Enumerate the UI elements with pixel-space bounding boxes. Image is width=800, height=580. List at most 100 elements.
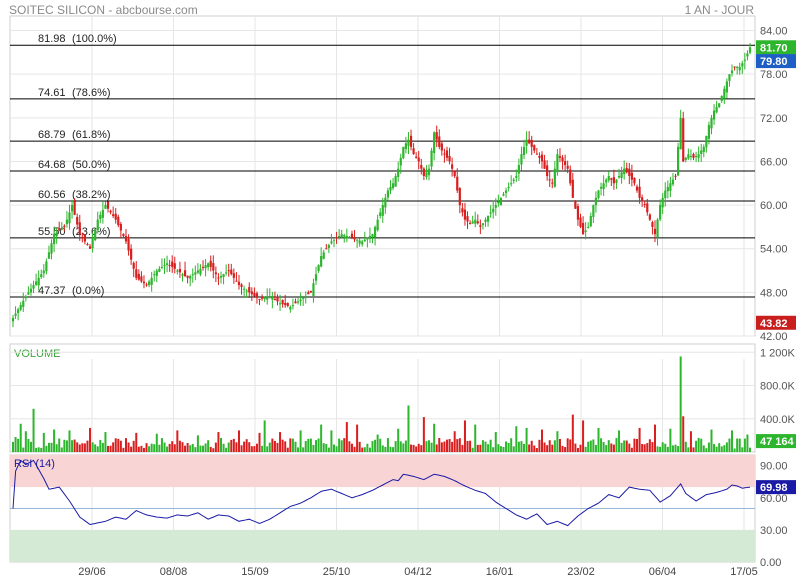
volume-bar bbox=[376, 434, 379, 452]
candle-body bbox=[720, 96, 723, 101]
candle-body bbox=[219, 276, 223, 278]
candle-body bbox=[548, 179, 551, 181]
volume-bar bbox=[363, 447, 366, 452]
volume-bar bbox=[718, 443, 721, 452]
volume-bar bbox=[540, 429, 543, 452]
volume-bar bbox=[335, 446, 338, 452]
candle-body bbox=[443, 153, 446, 155]
volume-bar bbox=[633, 438, 636, 452]
volume-bar bbox=[525, 427, 528, 452]
candle-body bbox=[47, 252, 51, 259]
candle-body bbox=[471, 221, 474, 224]
volume-bar bbox=[438, 438, 441, 452]
candle-body bbox=[612, 177, 615, 184]
candle-body bbox=[440, 143, 443, 151]
volume-bar bbox=[466, 440, 469, 452]
price-tag-label: 79.80 bbox=[760, 56, 788, 68]
volume-bar bbox=[384, 446, 387, 452]
volume-bar bbox=[736, 438, 739, 452]
x-tick-label: 23/02 bbox=[567, 566, 595, 578]
candle-body bbox=[60, 228, 63, 230]
volume-bar bbox=[497, 444, 500, 452]
volume-bar bbox=[130, 446, 133, 452]
volume-bar bbox=[222, 443, 225, 452]
volume-bar bbox=[404, 440, 407, 452]
fib-value-label: 68.79 bbox=[38, 129, 66, 141]
candle-body bbox=[499, 197, 503, 206]
candle-body bbox=[258, 298, 261, 300]
volume-bar bbox=[546, 445, 549, 452]
price-tick-label: 48.00 bbox=[760, 287, 788, 299]
candle-body bbox=[373, 226, 377, 238]
period-label[interactable]: 1 AN - JOUR bbox=[684, 3, 754, 17]
volume-bar bbox=[713, 444, 716, 452]
price-tick-label: 84.00 bbox=[760, 26, 788, 38]
volume-bar bbox=[636, 438, 639, 452]
volume-bar bbox=[463, 420, 466, 452]
candle-body bbox=[463, 209, 467, 220]
candle-body bbox=[284, 302, 287, 306]
volume-bar bbox=[574, 443, 577, 452]
volume-last-tag bbox=[756, 434, 796, 449]
volume-bar bbox=[340, 440, 343, 452]
volume-bar bbox=[122, 447, 125, 452]
candle-body bbox=[330, 241, 333, 244]
candle-body bbox=[189, 276, 192, 279]
volume-bar bbox=[271, 438, 274, 452]
candle-body bbox=[630, 172, 633, 180]
candle-body bbox=[366, 237, 369, 240]
volume-bar bbox=[299, 430, 302, 452]
volume-bar bbox=[315, 440, 318, 452]
candle-body bbox=[78, 222, 81, 235]
candle-body bbox=[641, 197, 644, 202]
candle-body bbox=[415, 156, 418, 158]
candle-body bbox=[669, 183, 672, 191]
volume-bar bbox=[558, 438, 561, 452]
candle-body bbox=[322, 252, 325, 259]
candle-body bbox=[646, 203, 649, 213]
candle-body bbox=[504, 190, 508, 194]
volume-bar bbox=[402, 443, 405, 452]
volume-bar bbox=[350, 443, 353, 452]
candle-body bbox=[222, 274, 225, 277]
candle-body bbox=[453, 171, 456, 176]
volume-bar bbox=[225, 447, 228, 452]
candle-body bbox=[204, 265, 207, 269]
candle-body bbox=[50, 243, 53, 254]
candle-body bbox=[207, 263, 210, 268]
candle-body bbox=[101, 209, 104, 218]
candle-body bbox=[692, 154, 695, 158]
candle-body bbox=[484, 219, 487, 222]
volume-bar bbox=[451, 441, 454, 452]
volume-bar bbox=[230, 439, 233, 452]
volume-bar bbox=[348, 441, 351, 452]
volume-bar bbox=[209, 446, 212, 452]
candle-body bbox=[391, 183, 395, 189]
candle-body bbox=[407, 139, 410, 146]
rsi-tick-label: 30.00 bbox=[760, 525, 788, 537]
volume-bar bbox=[302, 447, 305, 452]
fib-pct-label: (78.6%) bbox=[72, 87, 111, 99]
price-tick-label: 54.00 bbox=[760, 244, 788, 256]
candle-body bbox=[225, 272, 228, 274]
candle-body bbox=[584, 230, 587, 232]
candle-body bbox=[363, 239, 366, 242]
candle-body bbox=[718, 103, 721, 108]
candle-body bbox=[296, 301, 300, 303]
volume-bar bbox=[566, 438, 569, 452]
volume-bar bbox=[109, 445, 112, 452]
candle-body bbox=[533, 145, 536, 151]
candle-body bbox=[327, 245, 330, 248]
candle-body bbox=[356, 239, 359, 241]
candle-body bbox=[476, 221, 479, 224]
candle-body bbox=[260, 296, 264, 299]
fib-value-label: 74.61 bbox=[38, 87, 66, 99]
candle-body bbox=[119, 223, 122, 231]
volume-label: VOLUME bbox=[14, 348, 60, 360]
candle-body bbox=[263, 297, 266, 300]
volume-bar bbox=[273, 440, 276, 452]
candle-body bbox=[492, 208, 495, 213]
volume-bar bbox=[628, 443, 631, 452]
volume-bar bbox=[325, 444, 328, 452]
volume-bar bbox=[725, 442, 728, 452]
